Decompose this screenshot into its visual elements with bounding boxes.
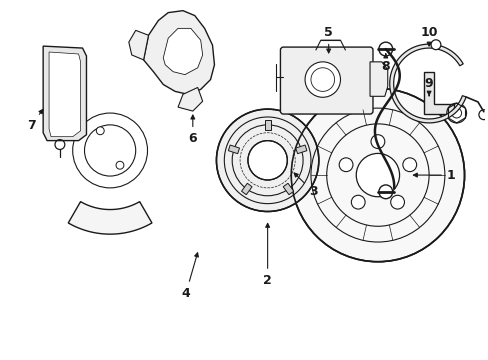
Text: 9: 9 [424, 77, 432, 96]
Polygon shape [128, 30, 148, 60]
Polygon shape [68, 202, 152, 234]
Circle shape [390, 195, 404, 209]
Text: 1: 1 [412, 168, 455, 181]
Circle shape [247, 141, 287, 180]
Circle shape [96, 127, 104, 135]
Circle shape [378, 42, 392, 56]
Polygon shape [369, 62, 387, 96]
Polygon shape [283, 183, 293, 195]
Text: 5: 5 [324, 26, 332, 53]
Polygon shape [264, 120, 270, 130]
Text: 3: 3 [294, 173, 317, 198]
Polygon shape [178, 87, 202, 111]
Circle shape [305, 62, 340, 97]
Circle shape [116, 161, 123, 169]
Polygon shape [228, 145, 239, 154]
Circle shape [216, 109, 318, 212]
Circle shape [84, 125, 136, 176]
Polygon shape [49, 52, 81, 137]
Text: 4: 4 [181, 253, 198, 300]
Circle shape [350, 195, 365, 209]
Circle shape [356, 153, 399, 197]
Circle shape [339, 158, 352, 172]
Text: 8: 8 [381, 54, 389, 73]
Polygon shape [295, 145, 306, 154]
Circle shape [430, 40, 440, 50]
Circle shape [378, 185, 392, 199]
Polygon shape [43, 46, 86, 141]
Circle shape [291, 89, 464, 262]
Circle shape [478, 110, 488, 120]
Circle shape [370, 135, 384, 148]
Circle shape [402, 158, 416, 172]
FancyBboxPatch shape [280, 47, 372, 114]
Polygon shape [389, 44, 465, 123]
Text: 6: 6 [188, 115, 197, 145]
Text: 2: 2 [263, 224, 271, 287]
Text: 7: 7 [27, 109, 43, 132]
Polygon shape [163, 28, 202, 75]
Circle shape [451, 108, 461, 118]
Text: 10: 10 [420, 26, 437, 46]
Polygon shape [143, 11, 214, 94]
Polygon shape [241, 183, 252, 195]
Polygon shape [423, 72, 453, 114]
